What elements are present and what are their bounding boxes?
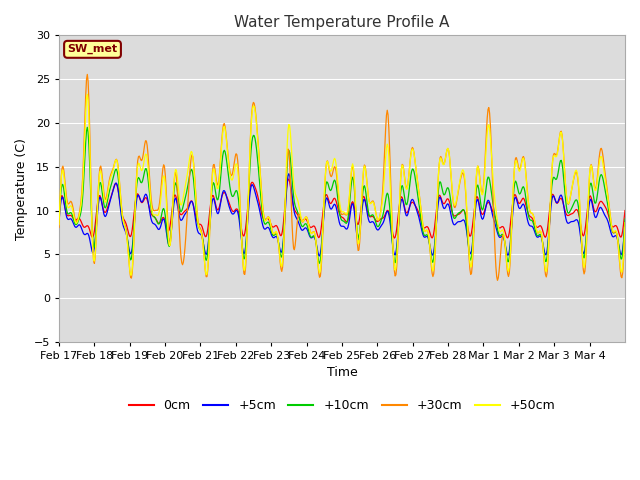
Legend: 0cm, +5cm, +10cm, +30cm, +50cm: 0cm, +5cm, +10cm, +30cm, +50cm (124, 394, 561, 417)
Text: SW_met: SW_met (67, 44, 118, 54)
Y-axis label: Temperature (C): Temperature (C) (15, 138, 28, 240)
X-axis label: Time: Time (326, 367, 357, 380)
Title: Water Temperature Profile A: Water Temperature Profile A (234, 15, 450, 30)
